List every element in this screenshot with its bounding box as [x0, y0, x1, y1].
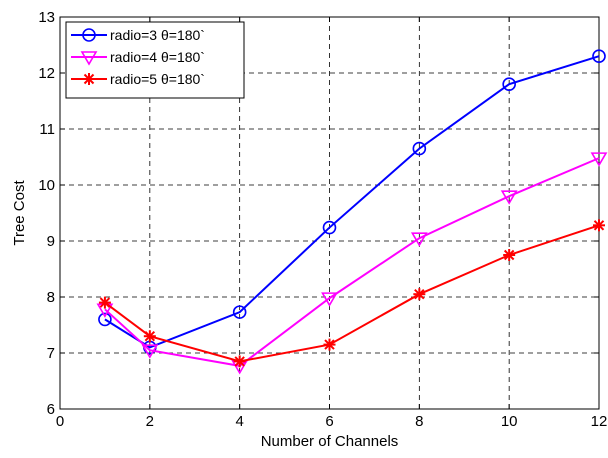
y-tick-label: 12	[38, 65, 55, 82]
x-tick-label: 12	[591, 413, 608, 430]
data-point	[323, 338, 336, 351]
data-point	[502, 77, 516, 91]
legend-label-2: radio=4 θ=180`	[110, 49, 205, 65]
series-layer	[96, 49, 608, 375]
data-point	[413, 288, 426, 301]
data-point	[232, 305, 247, 319]
x-axis-label: Number of Channels	[261, 433, 399, 450]
data-point	[98, 296, 111, 309]
data-point	[83, 73, 95, 85]
y-tick-label: 7	[47, 345, 55, 362]
data-point	[80, 51, 98, 66]
series-line-2	[104, 157, 600, 367]
data-point	[503, 249, 516, 261]
data-point	[412, 141, 427, 156]
x-tick-label: 0	[56, 413, 64, 430]
legend-label-3: radio=5 θ=180`	[110, 71, 205, 87]
legend: radio=3 θ=180` radio=4 θ=180` radio=5 θ=18…	[65, 21, 245, 99]
y-tick-label: 6	[47, 401, 55, 418]
x-tick-label: 8	[415, 413, 423, 430]
x-tick-label: 6	[325, 413, 333, 430]
data-point	[593, 219, 605, 232]
data-point	[322, 220, 337, 235]
data-point	[141, 344, 159, 359]
data-point	[410, 232, 428, 247]
data-point	[590, 152, 608, 167]
y-axis-label: Tree Cost	[11, 180, 28, 246]
y-tick-label: 10	[38, 177, 55, 194]
data-point	[592, 49, 606, 64]
y-tick-label: 13	[38, 9, 55, 26]
y-tick-label: 8	[47, 289, 55, 306]
data-point	[82, 28, 96, 42]
data-point	[98, 312, 112, 327]
axis-ticks: 0 2 4 6 8 10 12 6 7 8 9 10 11 12 13	[38, 9, 607, 430]
data-point	[233, 355, 246, 368]
series-line-1	[104, 55, 600, 349]
y-tick-label: 11	[39, 121, 55, 138]
data-point	[321, 292, 338, 307]
x-tick-label: 2	[146, 413, 154, 430]
x-tick-label: 4	[235, 413, 243, 430]
y-tick-label: 9	[47, 233, 55, 250]
x-tick-label: 10	[501, 413, 518, 430]
data-point	[500, 190, 518, 205]
data-point	[143, 330, 156, 343]
legend-label-1: radio=3 θ=180`	[110, 27, 205, 43]
